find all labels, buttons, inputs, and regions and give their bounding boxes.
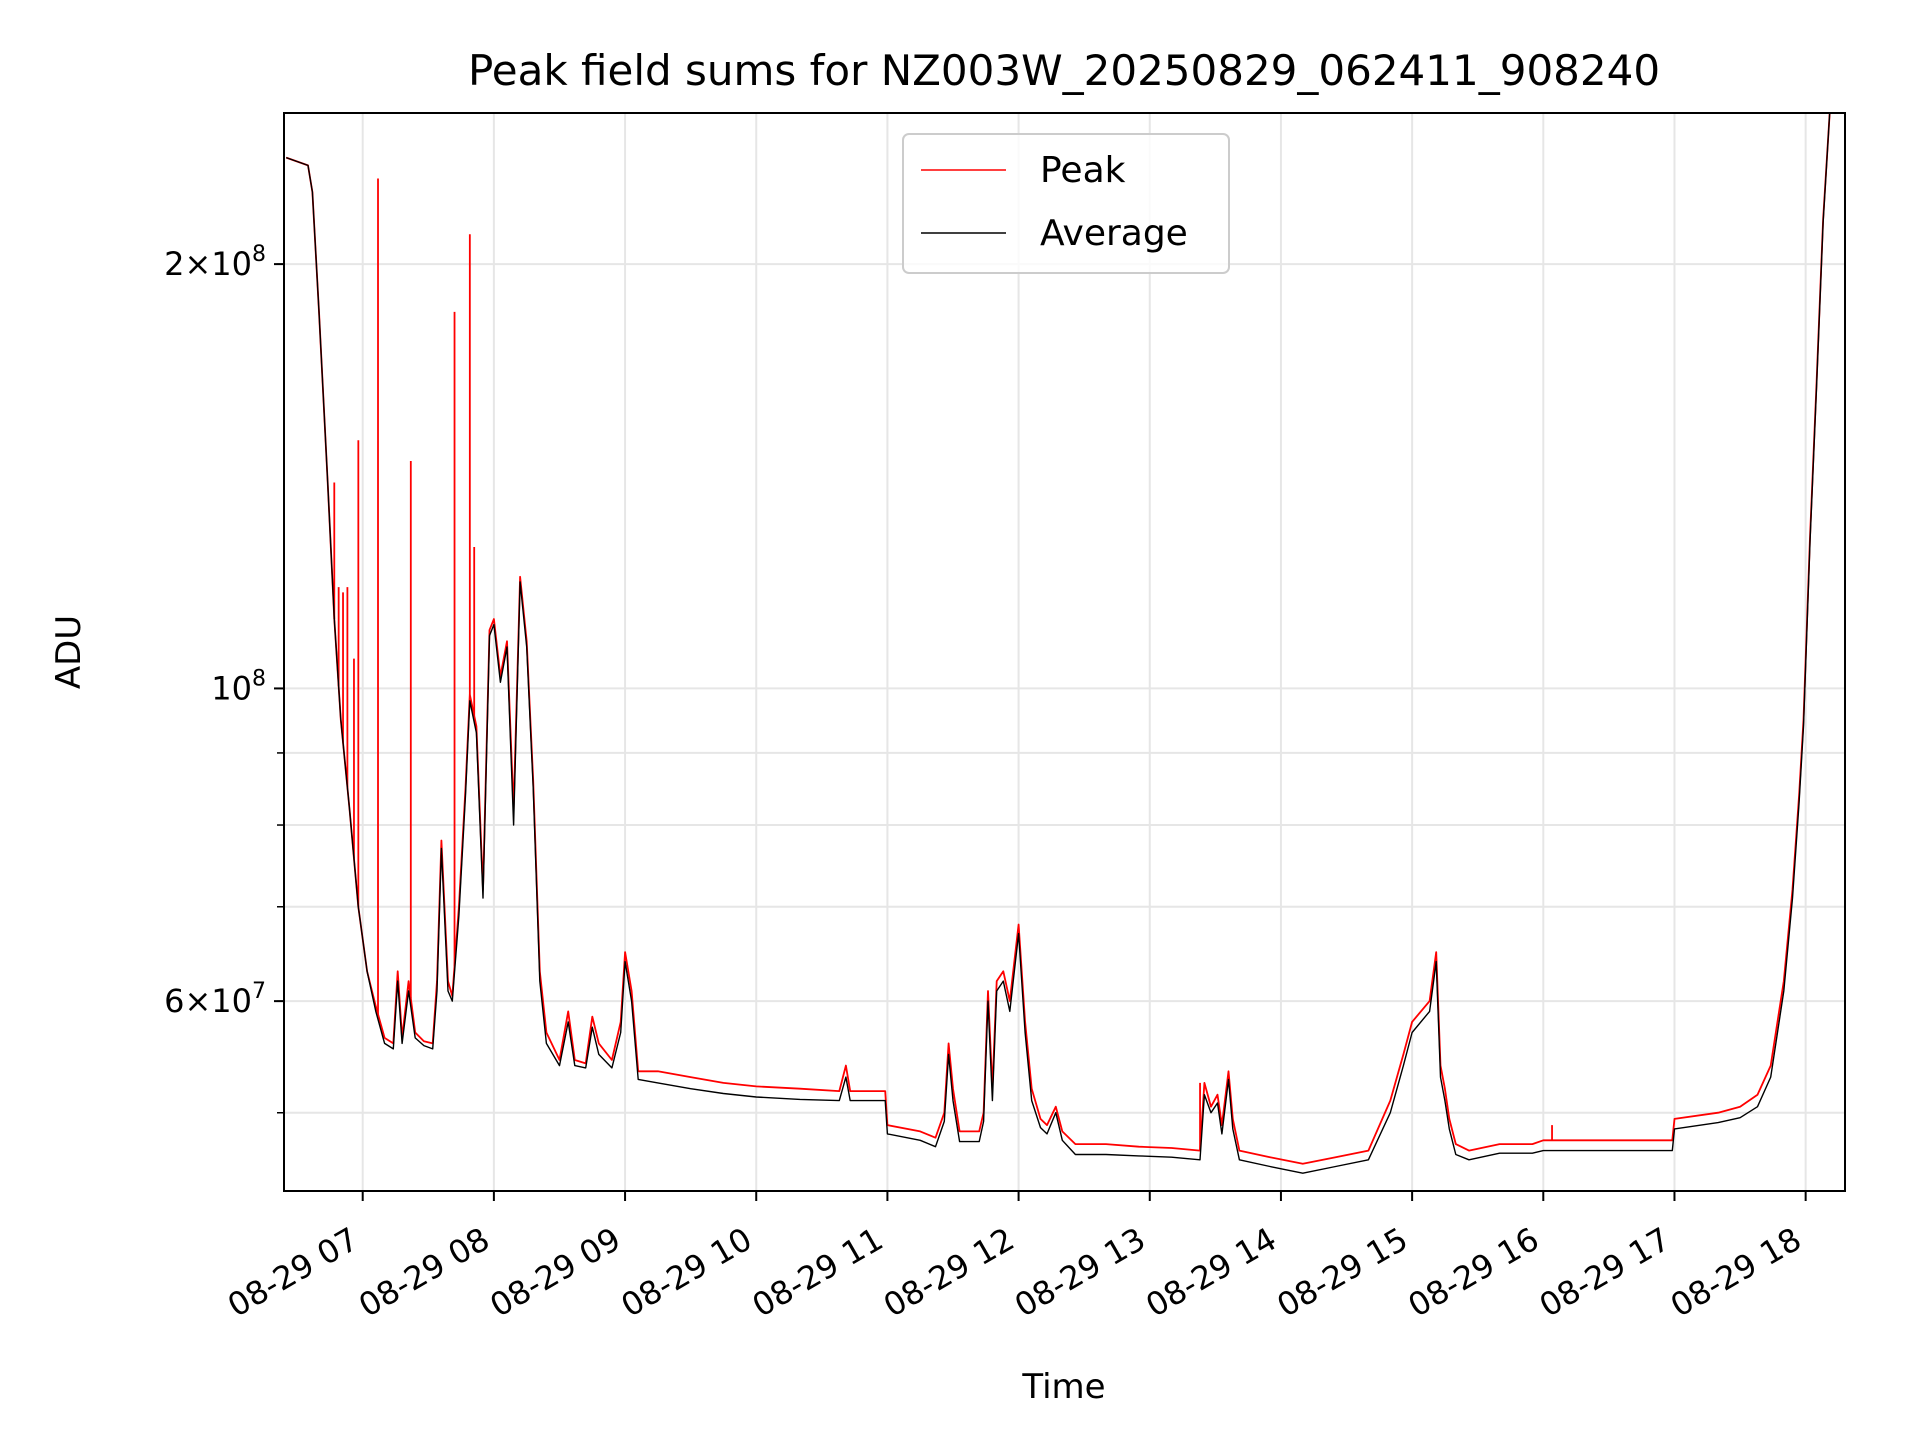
y-tick-base: 6×10 bbox=[164, 982, 252, 1020]
y-tick-base: 10 bbox=[211, 669, 252, 707]
y-tick-label: 6×107 bbox=[164, 979, 266, 1020]
y-tick-exponent: 7 bbox=[252, 979, 266, 1004]
series-line-average bbox=[285, 113, 1831, 1174]
legend-box bbox=[902, 133, 1230, 274]
grid bbox=[284, 113, 1845, 1191]
legend: Peak Average bbox=[902, 133, 1230, 274]
x-axis-label: Time bbox=[1021, 1367, 1105, 1407]
plot-area bbox=[285, 113, 1831, 1174]
plot-frame bbox=[283, 112, 1846, 1192]
chart-title: Peak field sums for NZ003W_20250829_0624… bbox=[468, 46, 1660, 95]
y-axis-label: ADU bbox=[49, 615, 89, 689]
legend-average-label: Average bbox=[1040, 213, 1188, 254]
y-tick-exponent: 8 bbox=[252, 242, 266, 267]
legend-peak-label: Peak bbox=[1040, 150, 1126, 191]
series-group bbox=[285, 113, 1831, 1174]
y-tick-label: 108 bbox=[211, 666, 266, 707]
y-tick-base: 2×10 bbox=[164, 245, 252, 283]
y-tick-exponent: 8 bbox=[252, 666, 266, 691]
y-tick-label: 2×108 bbox=[164, 242, 266, 283]
